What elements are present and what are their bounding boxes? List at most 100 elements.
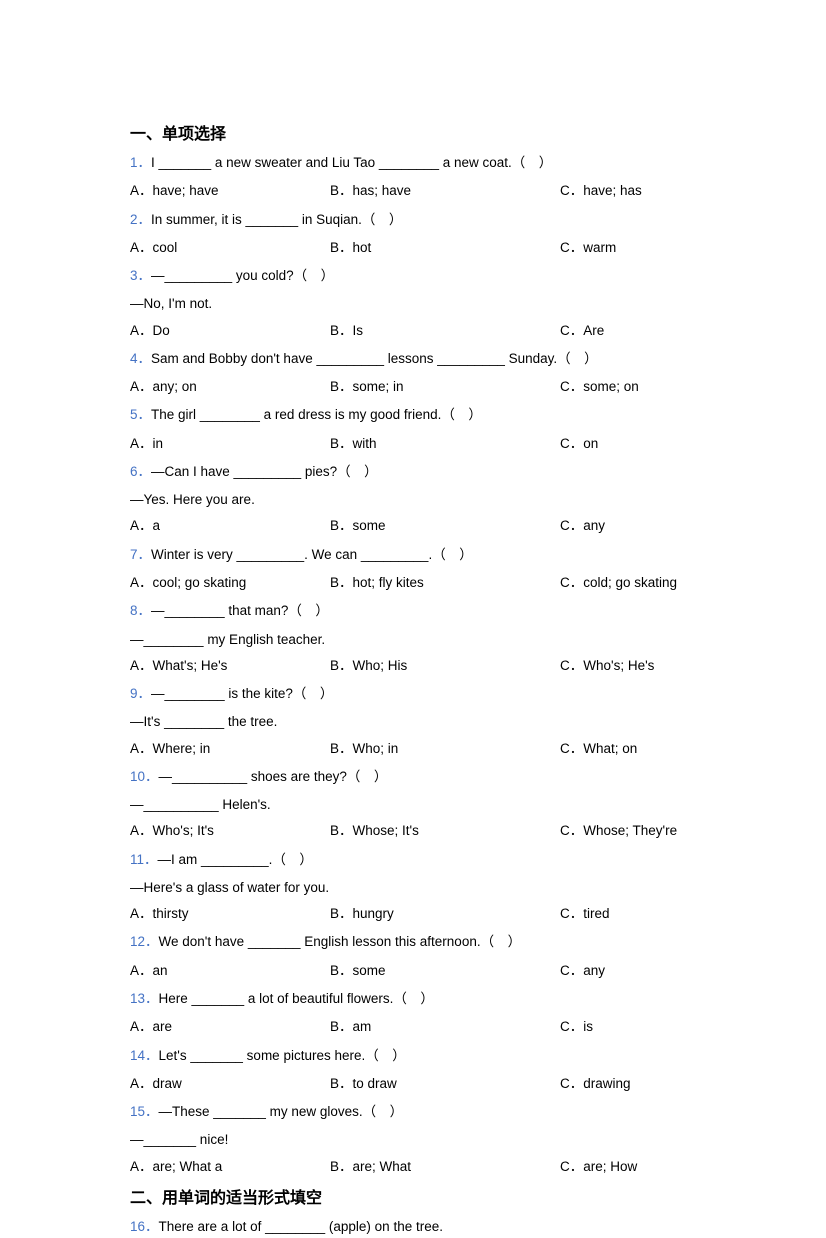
options-4: A．any; on B．some; in C．some; on [130, 376, 696, 398]
option-c[interactable]: C．any [560, 515, 696, 537]
options-6: A．a B．some C．any [130, 515, 696, 537]
option-c[interactable]: C．are; How [560, 1156, 696, 1178]
question-10-followup: —__________ Helen's. [130, 794, 696, 816]
option-b[interactable]: B．some [330, 515, 560, 537]
question-15-followup: —_______ nice! [130, 1129, 696, 1151]
question-number: 8． [130, 603, 151, 618]
option-b[interactable]: B．Is [330, 320, 560, 342]
question-11: 11．—I am _________.（ ） [130, 849, 696, 871]
option-b[interactable]: B．are; What [330, 1156, 560, 1178]
question-3: 3．—_________ you cold?（ ） [130, 265, 696, 287]
question-10: 10．—__________ shoes are they?（ ） [130, 766, 696, 788]
option-a[interactable]: A．Who's; It's [130, 820, 330, 842]
question-text: I _______ a new sweater and Liu Tao ____… [151, 155, 552, 170]
option-c[interactable]: C．some; on [560, 376, 696, 398]
question-11-followup: —Here's a glass of water for you. [130, 877, 696, 899]
option-b[interactable]: B．hungry [330, 903, 560, 925]
option-b[interactable]: B．some; in [330, 376, 560, 398]
option-c[interactable]: C．drawing [560, 1073, 696, 1095]
option-c[interactable]: C．on [560, 433, 696, 455]
options-2: A．cool B．hot C．warm [130, 237, 696, 259]
question-8: 8．—________ that man?（ ） [130, 600, 696, 622]
question-number: 1． [130, 155, 151, 170]
option-c[interactable]: C．tired [560, 903, 696, 925]
option-c[interactable]: C．What; on [560, 738, 696, 760]
question-6: 6．—Can I have _________ pies?（ ） [130, 461, 696, 483]
options-14: A．draw B．to draw C．drawing [130, 1073, 696, 1095]
option-a[interactable]: A．Where; in [130, 738, 330, 760]
question-9-followup: —It's ________ the tree. [130, 711, 696, 733]
options-8: A．What's; He's B．Who; His C．Who's; He's [130, 655, 696, 677]
option-c[interactable]: C．warm [560, 237, 696, 259]
options-5: A．in B．with C．on [130, 433, 696, 455]
question-text: —__________ shoes are they?（ ） [159, 769, 388, 784]
question-4: 4．Sam and Bobby don't have _________ les… [130, 348, 696, 370]
question-text: Let's _______ some pictures here.（ ） [159, 1048, 406, 1063]
options-12: A．an B．some C．any [130, 960, 696, 982]
options-7: A．cool; go skating B．hot; fly kites C．co… [130, 572, 696, 594]
option-a[interactable]: A．any; on [130, 376, 330, 398]
question-number: 3． [130, 268, 151, 283]
question-number: 13． [130, 991, 159, 1006]
question-number: 6． [130, 464, 151, 479]
option-b[interactable]: B．Who; in [330, 738, 560, 760]
options-10: A．Who's; It's B．Whose; It's C．Whose; The… [130, 820, 696, 842]
option-b[interactable]: B．Whose; It's [330, 820, 560, 842]
option-a[interactable]: A．cool; go skating [130, 572, 330, 594]
section2-title: 二、用单词的适当形式填空 [130, 1184, 696, 1208]
option-b[interactable]: B．some [330, 960, 560, 982]
option-c[interactable]: C．Are [560, 320, 696, 342]
question-number: 2． [130, 212, 151, 227]
question-text: We don't have _______ English lesson thi… [159, 934, 522, 949]
option-a[interactable]: A．are [130, 1016, 330, 1038]
question-number: 7． [130, 547, 151, 562]
options-3: A．Do B．Is C．Are [130, 320, 696, 342]
option-b[interactable]: B．with [330, 433, 560, 455]
question-7: 7．Winter is very _________. We can _____… [130, 544, 696, 566]
option-a[interactable]: A．have; have [130, 180, 330, 202]
option-c[interactable]: C．cold; go skating [560, 572, 696, 594]
option-b[interactable]: B．Who; His [330, 655, 560, 677]
options-15: A．are; What a B．are; What C．are; How [130, 1156, 696, 1178]
question-number: 4． [130, 351, 151, 366]
question-number: 12． [130, 934, 159, 949]
question-text: —These _______ my new gloves.（ ） [159, 1104, 404, 1119]
question-number: 16． [130, 1219, 159, 1234]
question-16: 16．There are a lot of ________ (apple) o… [130, 1216, 696, 1238]
option-c[interactable]: C．Who's; He's [560, 655, 696, 677]
option-a[interactable]: A．in [130, 433, 330, 455]
option-b[interactable]: B．to draw [330, 1073, 560, 1095]
question-text: Winter is very _________. We can _______… [151, 547, 473, 562]
option-b[interactable]: B．hot; fly kites [330, 572, 560, 594]
question-14: 14．Let's _______ some pictures here.（ ） [130, 1045, 696, 1067]
option-b[interactable]: B．has; have [330, 180, 560, 202]
option-a[interactable]: A．a [130, 515, 330, 537]
option-c[interactable]: C．any [560, 960, 696, 982]
question-number: 11． [130, 852, 158, 867]
option-c[interactable]: C．have; has [560, 180, 696, 202]
option-a[interactable]: A．draw [130, 1073, 330, 1095]
section1-title: 一、单项选择 [130, 120, 696, 144]
question-6-followup: —Yes. Here you are. [130, 489, 696, 511]
option-c[interactable]: C．Whose; They're [560, 820, 696, 842]
question-2: 2．In summer, it is _______ in Suqian.（ ） [130, 209, 696, 231]
question-text: Here _______ a lot of beautiful flowers.… [159, 991, 434, 1006]
option-a[interactable]: A．Do [130, 320, 330, 342]
option-a[interactable]: A．an [130, 960, 330, 982]
question-text: —Can I have _________ pies?（ ） [151, 464, 378, 479]
question-text: The girl ________ a red dress is my good… [151, 407, 482, 422]
option-c[interactable]: C．is [560, 1016, 696, 1038]
question-number: 14． [130, 1048, 159, 1063]
question-text: Sam and Bobby don't have _________ lesso… [151, 351, 598, 366]
question-text: —________ that man?（ ） [151, 603, 329, 618]
option-a[interactable]: A．thirsty [130, 903, 330, 925]
question-number: 5． [130, 407, 151, 422]
question-text: There are a lot of ________ (apple) on t… [159, 1219, 443, 1234]
worksheet: 一、单项选择 1．I _______ a new sweater and Liu… [130, 120, 696, 1238]
option-a[interactable]: A．are; What a [130, 1156, 330, 1178]
option-a[interactable]: A．What's; He's [130, 655, 330, 677]
option-b[interactable]: B．hot [330, 237, 560, 259]
question-text: —I am _________.（ ） [158, 852, 313, 867]
option-a[interactable]: A．cool [130, 237, 330, 259]
option-b[interactable]: B．am [330, 1016, 560, 1038]
